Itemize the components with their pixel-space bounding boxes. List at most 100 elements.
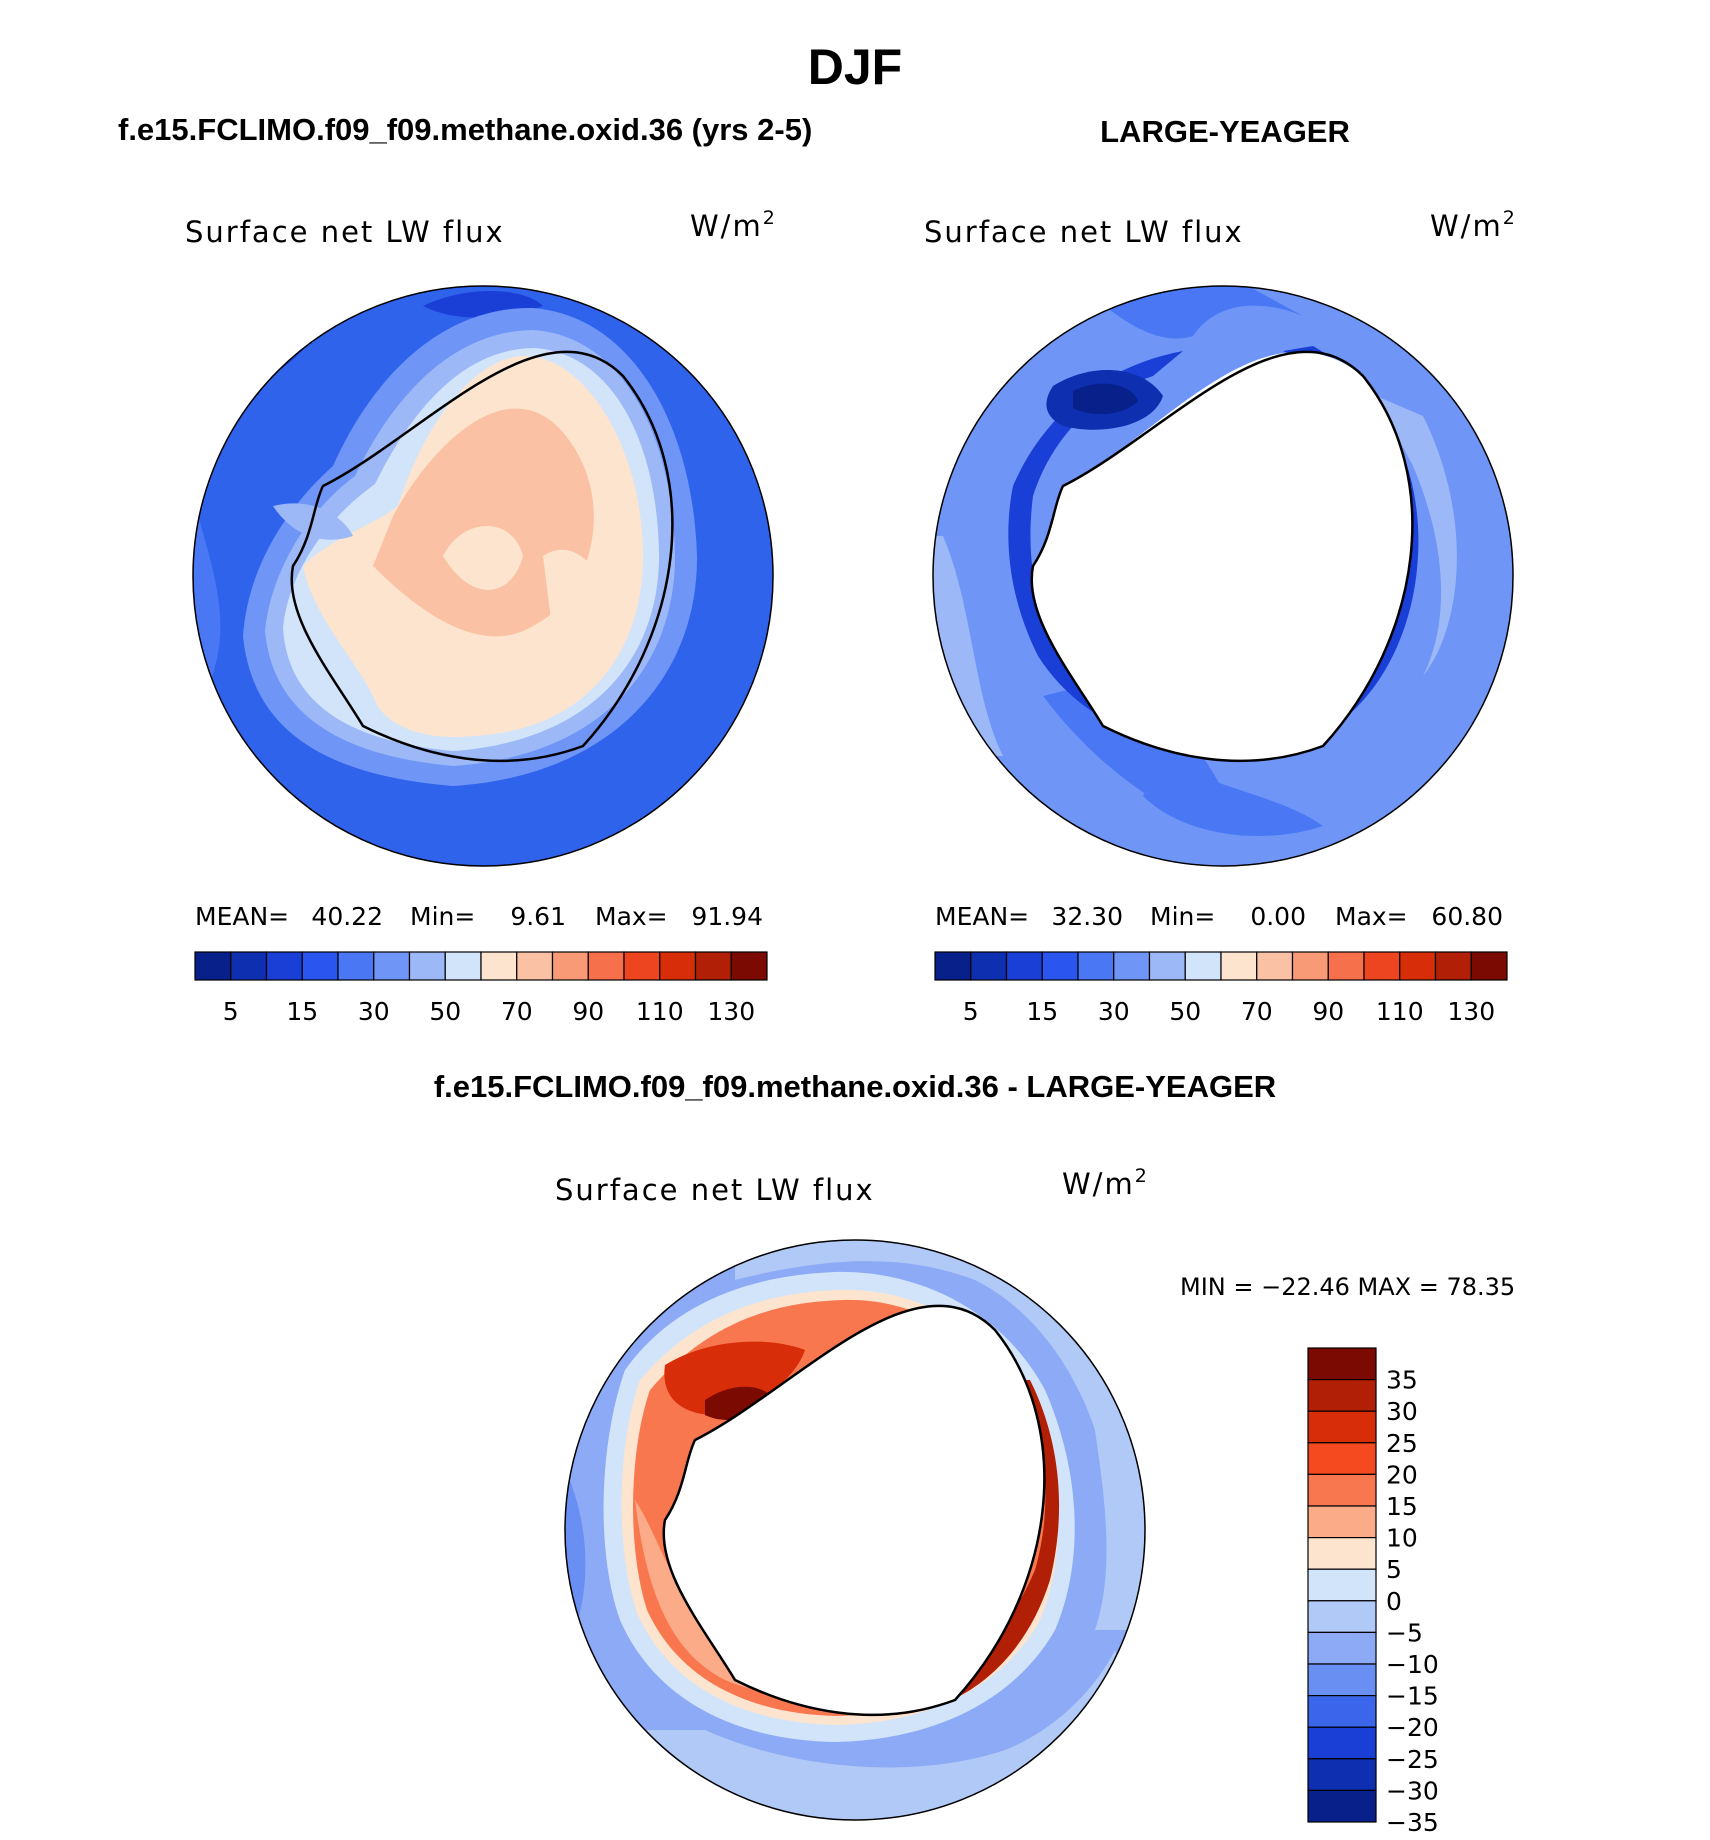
colorbar-swatch: [1307, 1378, 1377, 1412]
colorbar-swatch: [970, 951, 1008, 981]
case-panel: Surface net LW flux W/m2 MEAN=: [185, 207, 775, 1026]
diff-title: f.e15.FCLIMO.f09_f09.methane.oxid.36 - L…: [434, 1069, 1276, 1104]
diff-map-border: [564, 1239, 1146, 1821]
diff-variable-label: Surface net LW flux: [555, 1173, 875, 1207]
colorbar-tick-label: 70: [501, 997, 533, 1026]
case-map-coastline: [290, 350, 674, 763]
diff-map-region: [895, 1380, 1060, 1715]
colorbar-swatch: [480, 951, 518, 981]
diff-map-region: [735, 1240, 1145, 1630]
colorbar-swatch: [337, 951, 375, 981]
obs-map-region: [933, 286, 1303, 426]
colorbar-swatch: [1307, 1758, 1377, 1792]
colorbar-tick-label: −25: [1386, 1745, 1439, 1774]
diff-units-label: W/m2: [1062, 1165, 1149, 1201]
colorbar-swatch: [1291, 951, 1329, 981]
obs-title: LARGE-YEAGER: [1100, 114, 1350, 149]
obs-map-border: [932, 285, 1514, 867]
colorbar-tick-label: 5: [963, 997, 979, 1026]
colorbar-tick-label: 90: [1312, 997, 1344, 1026]
colorbar-tick-label: 35: [1386, 1366, 1418, 1395]
colorbar-swatch: [194, 951, 232, 981]
case-max-value: 91.94: [691, 902, 763, 931]
case-max-label: Max=: [595, 902, 668, 931]
obs-max-value: 60.80: [1431, 902, 1503, 931]
colorbar-tick-label: 30: [358, 997, 390, 1026]
colorbar-swatch: [1307, 1726, 1377, 1760]
colorbar-swatch: [1307, 1536, 1377, 1570]
colorbar-tick-label: 15: [286, 997, 318, 1026]
obs-mean-value: 32.30: [1051, 902, 1123, 931]
colorbar-tick-label: 50: [429, 997, 461, 1026]
obs-units-label: W/m2: [1430, 207, 1517, 243]
colorbar-tick-label: 130: [707, 997, 755, 1026]
case-map-region: [443, 526, 523, 590]
colorbar-tick-label: 15: [1026, 997, 1058, 1026]
colorbar-swatch: [1307, 1789, 1377, 1823]
colorbar-swatch: [444, 951, 482, 981]
colorbar-swatch: [373, 951, 411, 981]
colorbar-tick-label: 20: [1386, 1460, 1418, 1489]
colorbar-tick-label: 5: [223, 997, 239, 1026]
obs-map-region: [1073, 383, 1138, 415]
colorbar-swatch: [1399, 951, 1437, 981]
case-min-label: Min=: [410, 902, 475, 931]
colorbar-tick-label: −30: [1386, 1776, 1439, 1805]
colorbar-swatch: [730, 951, 768, 981]
case-mean-value: 40.22: [311, 902, 383, 931]
colorbar-tick-label: 5: [1386, 1555, 1402, 1584]
diff-minmax: MIN = −22.46 MAX = 78.35: [1180, 1273, 1515, 1301]
colorbar-swatch: [694, 951, 732, 981]
colorbar-tick-label: 25: [1386, 1429, 1418, 1458]
colorbar-swatch: [516, 951, 554, 981]
case-min-value: 9.61: [510, 902, 566, 931]
obs-variable-label: Surface net LW flux: [924, 215, 1244, 249]
colorbar-tick-label: −10: [1386, 1650, 1439, 1679]
colorbar-swatch: [934, 951, 972, 981]
obs-colorbar: 5 15 30 50 70 90 110 130: [934, 951, 1508, 1026]
colorbar-tick-label: −20: [1386, 1713, 1439, 1742]
diff-map-coastline: [662, 1304, 1046, 1717]
colorbar-swatch: [1307, 1442, 1377, 1476]
colorbar-swatch: [1307, 1663, 1377, 1697]
colorbar-tick-label: 15: [1386, 1492, 1418, 1521]
case-map-border: [192, 285, 774, 867]
obs-map-coastline: [1030, 350, 1414, 763]
case-mean-label: MEAN=: [195, 902, 289, 931]
colorbar-swatch: [1363, 951, 1401, 981]
colorbar-tick-label: 90: [572, 997, 604, 1026]
colorbar-tick-label: 10: [1386, 1524, 1418, 1553]
colorbar-swatch: [230, 951, 268, 981]
diff-panel: Surface net LW flux W/m2 MIN = −22.46 MA…: [555, 1165, 1515, 1837]
colorbar-swatch: [1307, 1694, 1377, 1728]
colorbar-swatch: [1307, 1473, 1377, 1507]
colorbar-tick-label: 30: [1098, 997, 1130, 1026]
obs-map-region: [1143, 756, 1323, 836]
obs-mean-label: MEAN=: [935, 902, 1029, 931]
colorbar-tick-label: 110: [1376, 997, 1424, 1026]
colorbar-tick-label: −15: [1386, 1682, 1439, 1711]
obs-panel: Surface net LW flux W/m2 MEAN= 32.30 Min…: [924, 207, 1517, 1026]
colorbar-swatch: [659, 951, 697, 981]
colorbar-swatch: [1041, 951, 1079, 981]
diff-map-land-mask: [663, 1305, 1045, 1715]
obs-max-label: Max=: [1335, 902, 1408, 931]
colorbar-swatch: [1220, 951, 1258, 981]
colorbar-swatch: [1434, 951, 1472, 981]
colorbar-tick-label: 50: [1169, 997, 1201, 1026]
obs-min-label: Min=: [1150, 902, 1215, 931]
case-map: [192, 285, 774, 867]
colorbar-swatch: [587, 951, 625, 981]
colorbar-swatch: [1256, 951, 1294, 981]
case-title: f.e15.FCLIMO.f09_f09.methane.oxid.36 (yr…: [118, 112, 812, 147]
colorbar-tick-label: 70: [1241, 997, 1273, 1026]
colorbar-swatch: [1184, 951, 1222, 981]
colorbar-tick-label: −35: [1386, 1808, 1439, 1837]
diff-map: [564, 1239, 1146, 1821]
colorbar-swatch: [1307, 1600, 1377, 1634]
diff-map-region: [635, 1500, 835, 1695]
colorbar-swatch: [1307, 1410, 1377, 1444]
case-colorbar: 5 15 30 50 70 90 110 130: [194, 951, 768, 1026]
